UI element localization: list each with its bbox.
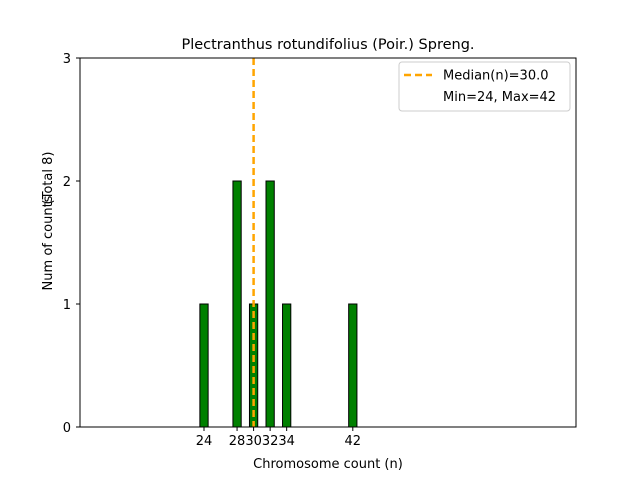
- bar-28: [232, 180, 242, 428]
- legend: Median(n)=30.0 Min=24, Max=42: [398, 61, 571, 112]
- x-tick-label-42: 42: [345, 434, 362, 449]
- x-tick-label-28: 28: [229, 434, 246, 449]
- y-axis-label: Num of counts: [41, 195, 56, 290]
- bar-42: [348, 303, 358, 428]
- x-axis-label: Chromosome count (n): [253, 457, 403, 472]
- y-ticks-group: 0 1 2 3: [63, 52, 80, 436]
- y-tick-label-2: 2: [63, 175, 71, 190]
- x-tick-label-34: 34: [278, 434, 295, 449]
- legend-entry-median: Median(n)=30.0: [443, 69, 549, 84]
- bar-34: [282, 303, 292, 428]
- x-ticks-group: 24 28 30 32 34 42: [196, 427, 361, 449]
- legend-frame: [398, 61, 571, 112]
- plot-frame: [79, 57, 577, 428]
- legend-entry-min-max: Min=24, Max=42: [443, 90, 556, 105]
- y-tick-label-3: 3: [63, 52, 71, 67]
- bar-32: [265, 180, 275, 428]
- bars-group: [104, 180, 382, 428]
- bar-24: [199, 303, 209, 428]
- y-tick-label-1: 1: [63, 298, 71, 313]
- chart-title: Plectranthus rotundifolius (Poir.) Spren…: [181, 37, 474, 53]
- x-tick-label-30: 30: [245, 434, 262, 449]
- axes-group: [79, 57, 577, 428]
- x-tick-label-32: 32: [262, 434, 279, 449]
- x-tick-label-24: 24: [196, 434, 213, 449]
- y-axis-total-label: (Total 8): [41, 152, 56, 205]
- y-tick-label-0: 0: [63, 421, 71, 436]
